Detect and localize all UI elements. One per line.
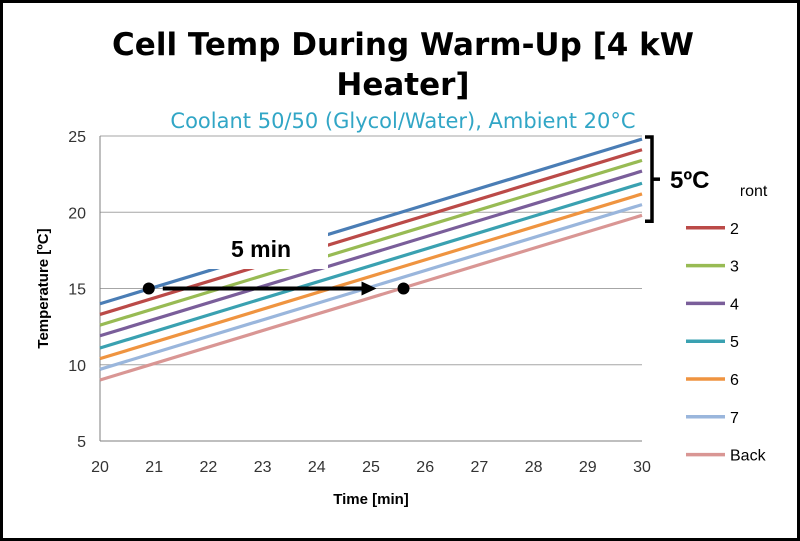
y-axis-title: Temperature [ºC]	[35, 228, 52, 348]
y-tick-label: 15	[68, 282, 86, 299]
x-tick-label: 28	[525, 459, 543, 476]
series-line-2	[99, 158, 643, 327]
spread-bracket	[645, 135, 654, 224]
x-tick-label: 23	[254, 459, 272, 476]
series-line-5	[99, 192, 643, 361]
x-tick-label: 30	[633, 459, 651, 476]
x-tick-label: 26	[416, 459, 434, 476]
x-tick-label: 29	[579, 459, 597, 476]
y-tick-label: 20	[68, 205, 86, 222]
y-tick-label: 10	[68, 358, 86, 375]
x-tick-label: 21	[145, 459, 163, 476]
chart-title-line-2: Heater]	[336, 67, 470, 103]
x-tick-label: 24	[308, 459, 326, 476]
x-tick-label: 20	[91, 459, 109, 476]
time-arrow-head	[361, 281, 377, 296]
y-tick-label: 5	[77, 434, 86, 451]
x-tick-label: 25	[362, 459, 380, 476]
series-line-0	[99, 137, 643, 306]
series-line-7	[99, 213, 643, 382]
legend-label-5: 6	[730, 372, 739, 389]
legend-label-6: 7	[730, 410, 739, 427]
time-annotation-label: 5 min	[231, 236, 291, 262]
time-label-background	[208, 229, 328, 269]
x-tick-label: 27	[471, 459, 489, 476]
legend-label-3: 4	[730, 296, 739, 313]
series-line-4	[99, 181, 643, 350]
series-line-3	[99, 169, 643, 338]
chart-title-line-1: Cell Temp During Warm-Up [4 kW	[112, 27, 694, 63]
legend-label-4: 5	[730, 334, 739, 351]
arrow-end-dot	[397, 282, 410, 295]
legend-label-2: 3	[730, 259, 739, 276]
chart-title: Cell Temp During Warm-Up [4 kW Heater]	[3, 25, 797, 105]
x-tick-label: 22	[200, 459, 218, 476]
chart-subtitle: Coolant 50/50 (Glycol/Water), Ambient 20…	[170, 109, 636, 133]
spread-annotation-label: 5ºC	[670, 167, 709, 194]
x-axis-title: Time [min]	[333, 491, 409, 508]
legend-label-1: 2	[730, 221, 739, 238]
bracket-label-background	[675, 165, 741, 211]
legend-label-7: Back	[730, 448, 767, 465]
y-tick-label: 25	[68, 129, 86, 146]
arrow-start-dot	[142, 282, 155, 295]
